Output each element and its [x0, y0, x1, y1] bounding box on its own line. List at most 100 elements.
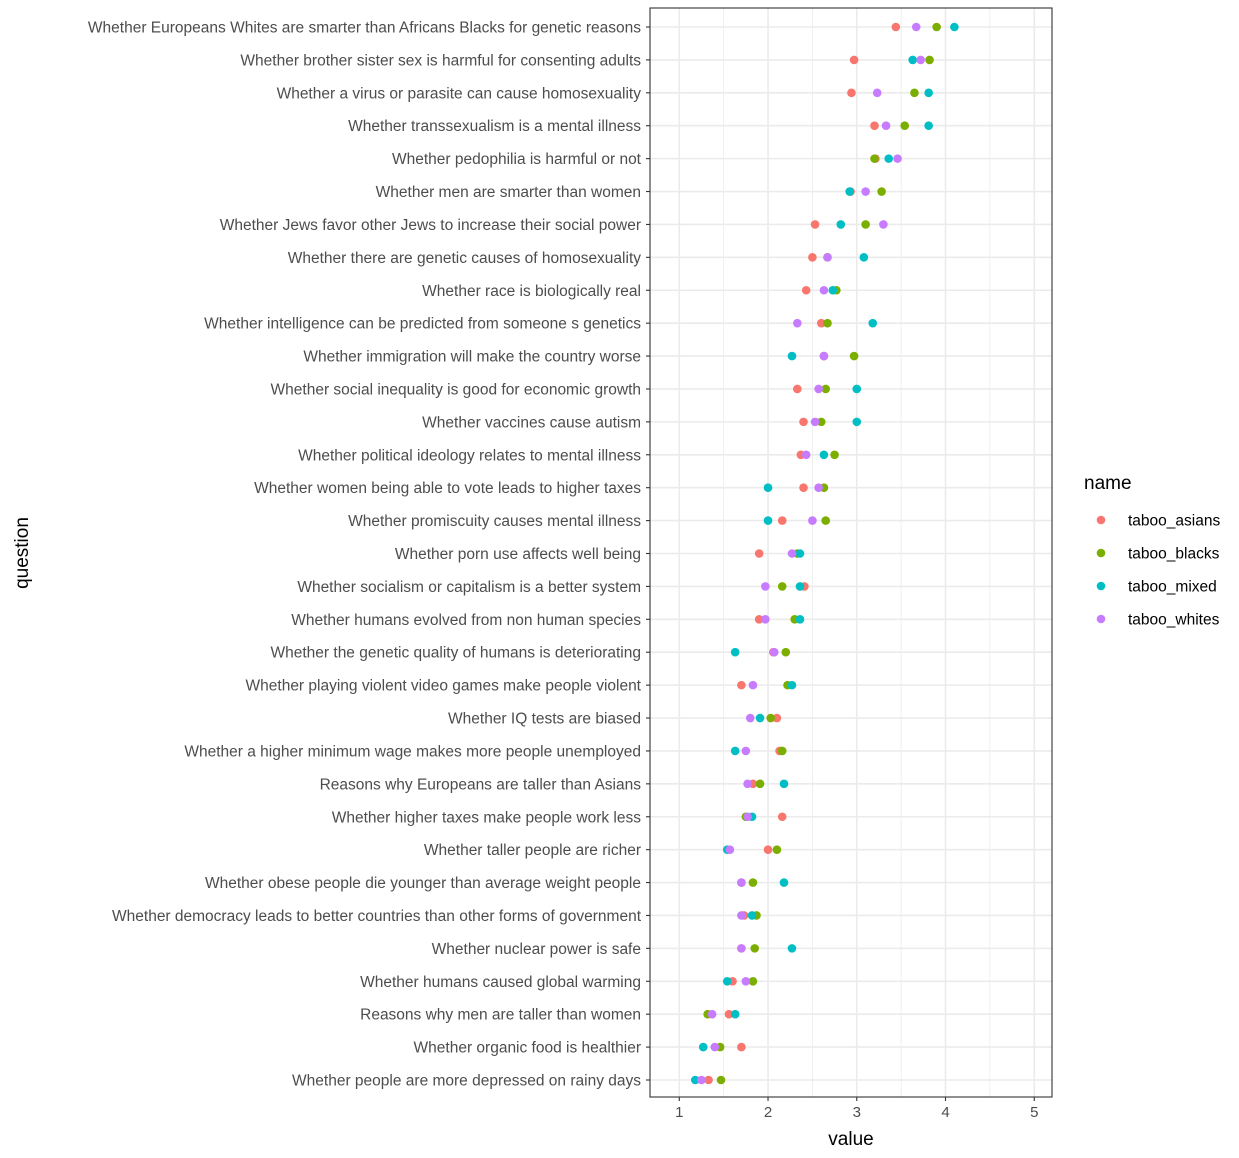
y-tick-label: Whether nuclear power is safe — [432, 941, 641, 958]
data-point-taboo_blacks — [755, 779, 765, 789]
y-tick-label: Whether intelligence can be predicted fr… — [204, 316, 641, 333]
data-point-taboo_blacks — [750, 944, 760, 953]
data-point-taboo_whites — [808, 516, 817, 525]
data-point-taboo_asians — [777, 812, 787, 822]
x-axis-tick-labels: 1 2 3 4 5 — [675, 1104, 1038, 1121]
y-tick-label: Whether a virus or parasite can cause ho… — [277, 85, 642, 102]
data-point-taboo_mixed — [868, 318, 878, 328]
panel-background — [650, 8, 1052, 1097]
data-point-taboo_whites — [745, 713, 755, 723]
legend-key-taboo_mixed — [1096, 581, 1106, 591]
data-point-taboo_mixed — [950, 22, 959, 32]
data-point-taboo_asians — [808, 253, 817, 262]
x-tick-label: 3 — [853, 1104, 861, 1121]
y-tick-label: Whether brother sister sex is harmful fo… — [240, 52, 641, 69]
legend-label: taboo_whites — [1128, 612, 1220, 629]
y-tick-label: Whether Jews favor other Jews to increas… — [220, 217, 641, 234]
data-point-taboo_whites — [872, 88, 882, 98]
data-point-taboo_whites — [710, 1042, 720, 1052]
data-point-taboo_asians — [777, 516, 787, 525]
data-point-taboo_whites — [793, 318, 802, 328]
data-point-taboo_whites — [725, 845, 735, 854]
data-point-taboo_mixed — [924, 88, 933, 98]
data-point-taboo_asians — [849, 55, 859, 65]
data-point-taboo_whites — [814, 483, 823, 492]
data-point-taboo_whites — [737, 944, 746, 953]
data-point-taboo_whites — [819, 351, 829, 361]
data-point-taboo_blacks — [777, 582, 787, 591]
y-tick-label: Whether playing violent video games make… — [246, 678, 642, 695]
data-point-taboo_mixed — [779, 779, 789, 789]
data-point-taboo_mixed — [884, 154, 894, 163]
data-point-taboo_asians — [754, 549, 764, 558]
x-tick-label: 4 — [941, 1104, 949, 1121]
data-point-taboo_mixed — [763, 483, 773, 492]
data-point-taboo_whites — [911, 22, 921, 32]
data-point-taboo_mixed — [908, 55, 917, 65]
data-point-taboo_asians — [772, 713, 782, 723]
data-point-taboo_mixed — [690, 1075, 700, 1085]
data-point-taboo_blacks — [748, 976, 758, 986]
data-point-taboo_whites — [737, 878, 746, 887]
y-tick-label: Whether porn use affects well being — [395, 546, 641, 563]
data-point-taboo_mixed — [852, 417, 862, 427]
data-point-taboo_mixed — [845, 187, 854, 196]
data-point-taboo_whites — [741, 976, 751, 986]
data-point-taboo_asians — [737, 1042, 746, 1052]
data-point-taboo_blacks — [821, 516, 831, 525]
y-tick-label: Whether taller people are richer — [424, 842, 641, 859]
legend-label: taboo_mixed — [1128, 579, 1217, 596]
data-point-taboo_asians — [816, 318, 826, 328]
data-point-taboo_mixed — [755, 713, 765, 723]
data-point-taboo_mixed — [763, 516, 773, 525]
data-point-taboo_blacks — [816, 417, 826, 427]
data-point-taboo_asians — [737, 680, 746, 690]
y-tick-label: Whether people are more depressed on rai… — [292, 1073, 641, 1090]
data-point-taboo_blacks — [900, 121, 909, 131]
legend-label: taboo_blacks — [1128, 546, 1220, 563]
y-tick-label: Whether humans evolved from non human sp… — [291, 612, 641, 629]
data-point-taboo_whites — [801, 450, 811, 460]
data-point-taboo_mixed — [730, 1009, 740, 1019]
data-point-taboo_blacks — [823, 318, 832, 328]
data-point-taboo_blacks — [932, 22, 941, 32]
y-tick-label: Whether women being able to vote leads t… — [254, 480, 641, 497]
data-point-taboo_asians — [799, 417, 808, 427]
data-point-taboo_asians — [799, 483, 808, 492]
y-tick-label: Whether there are genetic causes of homo… — [288, 250, 641, 267]
y-tick-label: Whether transsexualism is a mental illne… — [348, 118, 641, 135]
data-point-taboo_mixed — [787, 680, 797, 690]
data-point-taboo_whites — [769, 647, 779, 657]
data-point-taboo_whites — [737, 911, 746, 920]
data-point-taboo_asians — [724, 1009, 734, 1019]
data-point-taboo_mixed — [722, 976, 732, 986]
data-point-taboo_whites — [697, 1075, 706, 1085]
y-tick-label: Whether the genetic quality of humans is… — [271, 645, 642, 662]
data-point-taboo_mixed — [859, 253, 869, 262]
data-point-taboo_blacks — [766, 713, 775, 723]
data-point-taboo_asians — [870, 121, 879, 131]
data-point-taboo_blacks — [861, 220, 870, 229]
data-point-taboo_asians — [793, 384, 802, 394]
data-point-taboo_whites — [743, 779, 752, 789]
y-tick-label: Whether race is biologically real — [422, 283, 641, 300]
legend-key-taboo_blacks — [1096, 548, 1106, 558]
data-point-taboo_blacks — [877, 187, 886, 196]
data-point-taboo_asians — [763, 845, 773, 854]
data-point-taboo_blacks — [870, 154, 879, 163]
data-point-taboo_mixed — [795, 615, 805, 624]
data-point-taboo_mixed — [730, 746, 740, 756]
data-point-taboo_mixed — [924, 121, 933, 131]
y-tick-label: Whether a higher minimum wage makes more… — [184, 743, 641, 760]
y-tick-label: Whether vaccines cause autism — [422, 414, 641, 431]
data-point-taboo_mixed — [836, 220, 846, 229]
data-point-taboo_whites — [823, 253, 832, 262]
legend-items: taboo_asians taboo_blacks taboo_mixedtaboo… — [1096, 513, 1220, 629]
data-point-taboo_asians — [754, 615, 764, 624]
y-tick-label: Whether political ideology relates to me… — [298, 447, 641, 464]
data-point-taboo_mixed — [787, 944, 797, 953]
data-point-taboo_asians — [704, 1075, 713, 1085]
data-point-taboo_asians — [810, 220, 820, 229]
data-point-taboo_mixed — [747, 911, 757, 920]
